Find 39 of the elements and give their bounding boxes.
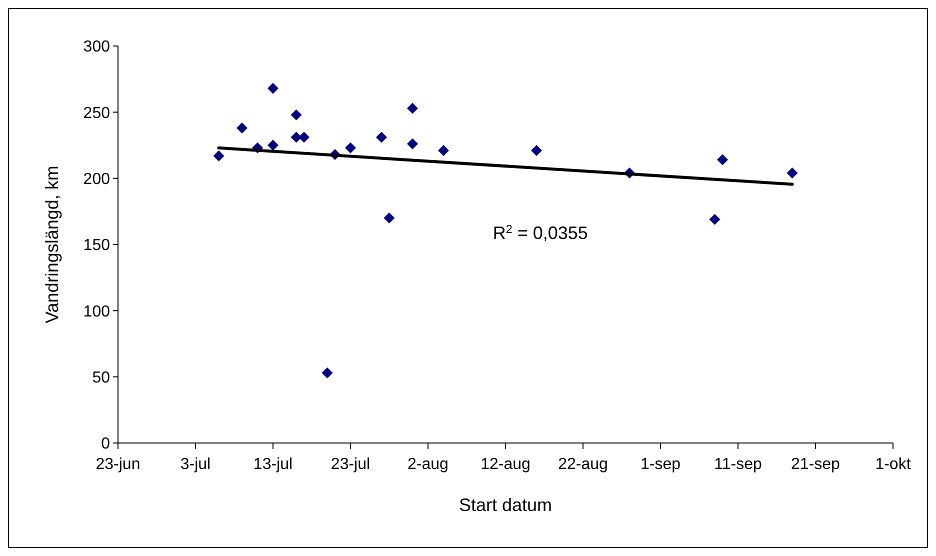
point bbox=[786, 168, 798, 179]
point bbox=[709, 214, 720, 225]
x-tick-label: 22-aug bbox=[558, 456, 608, 473]
point bbox=[531, 145, 542, 156]
point bbox=[298, 132, 310, 143]
point bbox=[384, 212, 395, 224]
x-tick-label: 23-jul bbox=[330, 456, 370, 473]
x-tick-label: 12-aug bbox=[480, 456, 530, 473]
x-tick-label: 21-sep bbox=[791, 456, 840, 473]
point bbox=[376, 132, 387, 143]
x-tick-label: 13-jul bbox=[253, 456, 293, 473]
y-tick-label: 300 bbox=[83, 38, 110, 56]
point bbox=[322, 367, 333, 378]
point bbox=[438, 145, 449, 156]
x-tick-label: 1-okt bbox=[875, 456, 912, 473]
x-tick-label: 1-sep bbox=[640, 456, 681, 473]
point bbox=[345, 142, 356, 154]
point bbox=[290, 132, 302, 143]
y-tick-label: 200 bbox=[83, 170, 110, 188]
y-tick-label: 250 bbox=[83, 104, 110, 122]
y-tick-label: 50 bbox=[92, 369, 110, 386]
point bbox=[290, 109, 302, 120]
point bbox=[407, 102, 418, 114]
point bbox=[717, 154, 728, 166]
y-axis-title: Vandringslängd, km bbox=[42, 166, 62, 324]
x-tick-label: 3-jul bbox=[180, 456, 211, 473]
x-tick-label: 11-sep bbox=[714, 456, 762, 473]
x-tick-label: 2-aug bbox=[408, 456, 448, 473]
point bbox=[213, 150, 224, 162]
annotation: R$^{2}$ = 0,0355 bbox=[492, 222, 588, 243]
point bbox=[236, 122, 248, 134]
point bbox=[407, 138, 418, 150]
x-tick-label: 23-jun bbox=[96, 456, 140, 473]
y-tick-label: 0 bbox=[101, 436, 110, 453]
y-tick-label: 150 bbox=[83, 237, 110, 254]
point bbox=[268, 82, 278, 94]
point bbox=[268, 140, 278, 151]
x-axis-title: Start datum bbox=[458, 495, 552, 515]
y-tick-label: 100 bbox=[83, 303, 110, 320]
